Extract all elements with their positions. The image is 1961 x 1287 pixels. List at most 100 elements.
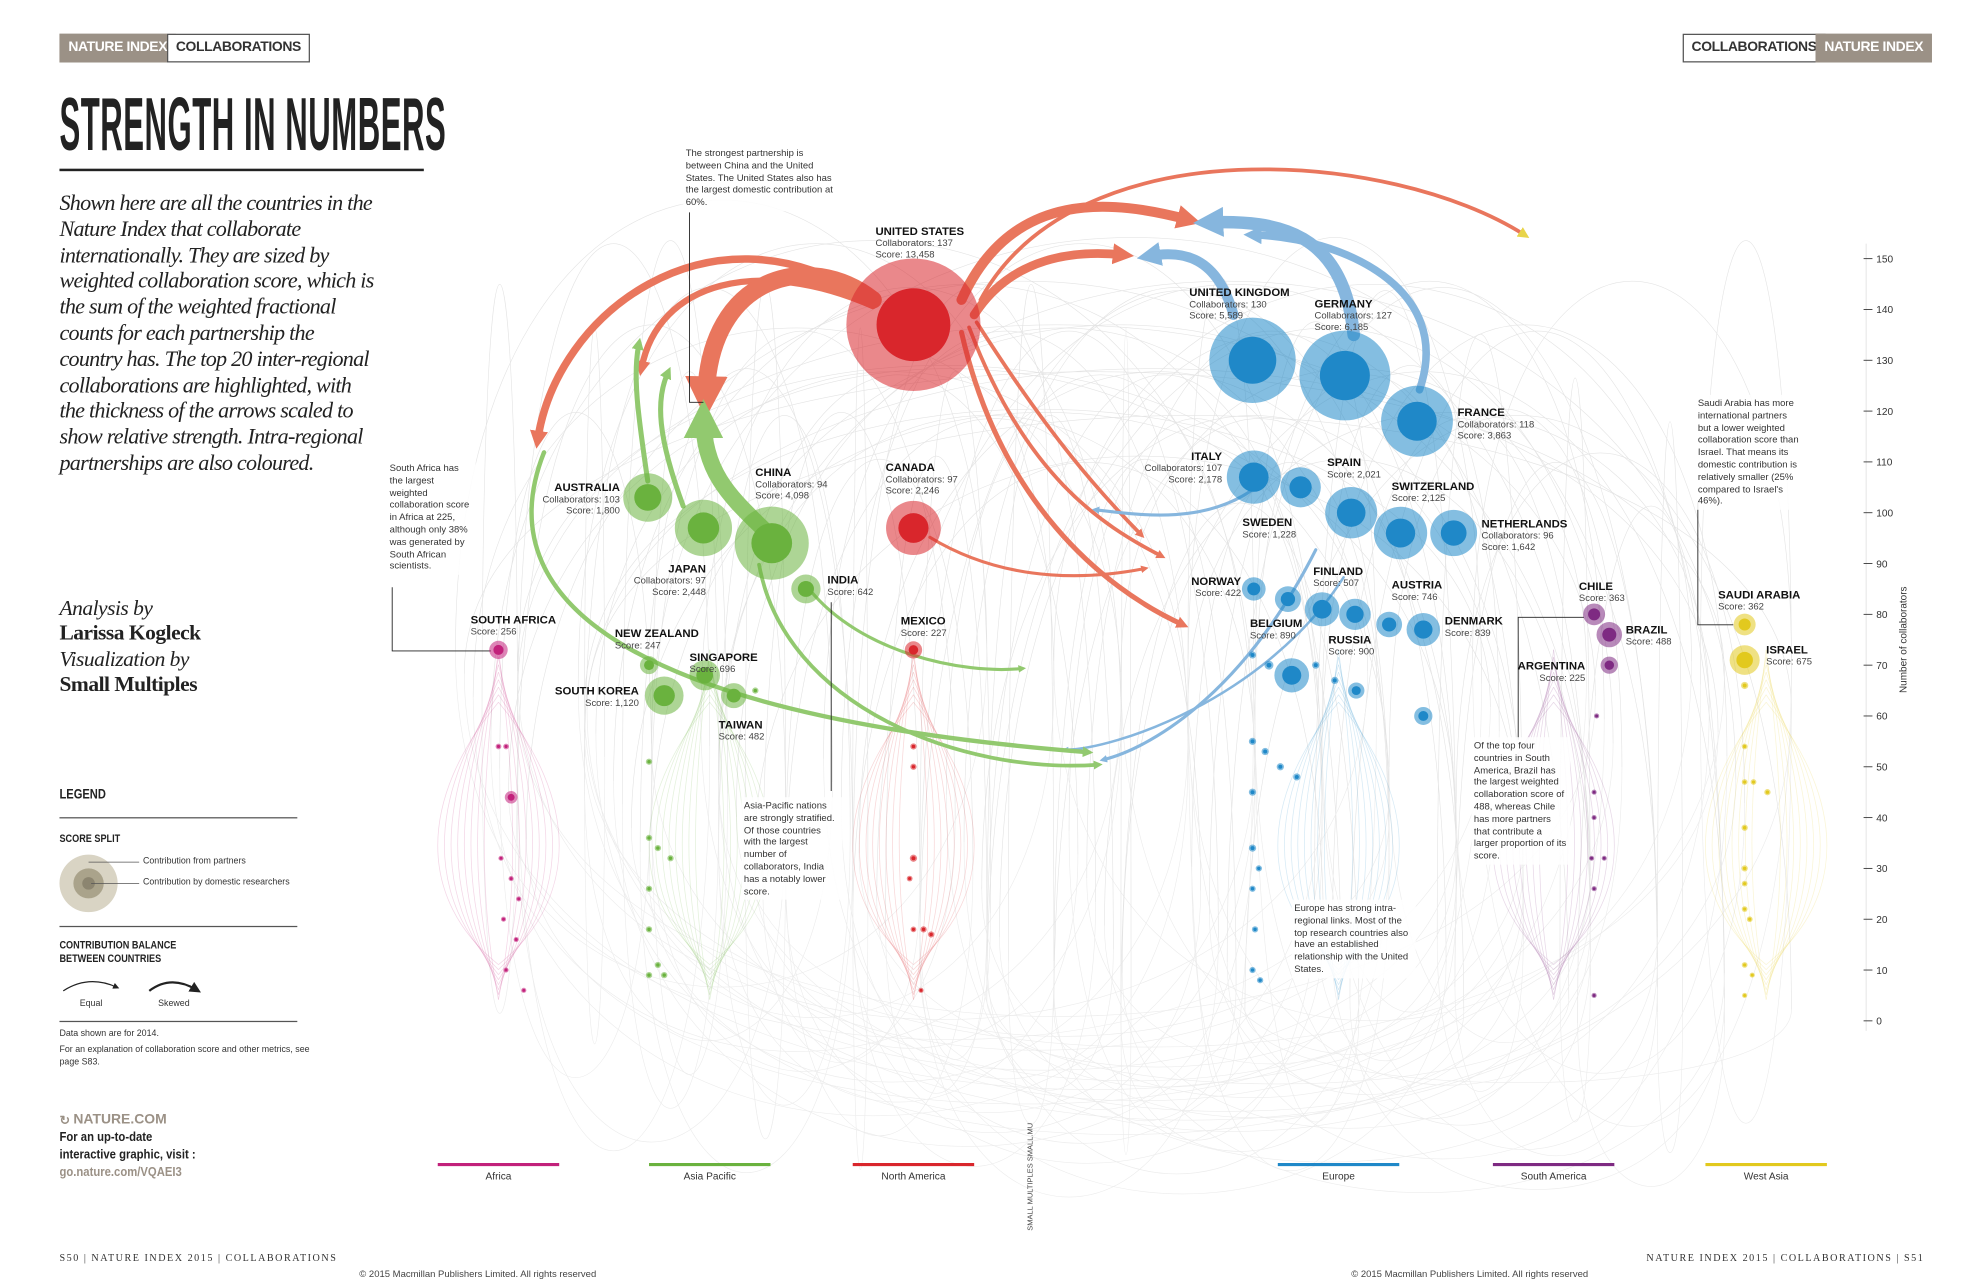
web-link[interactable]: go.nature.com/VQAEI3 — [59, 1164, 182, 1180]
background-link — [1008, 960, 1055, 1125]
y-tick-label: 40 — [1876, 813, 1888, 824]
bubble-core — [911, 744, 916, 749]
bubble-core — [647, 927, 651, 932]
background-link — [1191, 462, 1390, 868]
arrow — [1243, 226, 1430, 394]
region-link — [668, 679, 711, 980]
y-tick-label: 10 — [1876, 966, 1888, 977]
y-tick-label: 0 — [1876, 1017, 1882, 1028]
arrow — [1136, 242, 1239, 320]
bubble-core — [1332, 678, 1337, 683]
background-link — [525, 839, 1524, 1105]
bubble-core — [908, 645, 919, 655]
background-link — [1086, 878, 1457, 1065]
score-label: Score: 225 — [1539, 672, 1585, 683]
country-name: SPAIN — [1327, 457, 1361, 469]
region-link — [852, 701, 914, 965]
background-link — [1454, 462, 1658, 988]
bubble-core — [1282, 665, 1302, 685]
arrow — [928, 535, 1149, 578]
background-link — [499, 412, 652, 769]
bubble-core — [1738, 618, 1751, 631]
y-tick-label: 20 — [1876, 915, 1888, 926]
bubble-core — [1588, 608, 1601, 621]
background-link — [1657, 1012, 1683, 1153]
background-link — [622, 804, 719, 1109]
bubble-core — [1247, 582, 1261, 596]
bubble-core — [1592, 790, 1596, 794]
region-link — [1711, 694, 1767, 970]
country-name: DENMARK — [1445, 616, 1504, 628]
background-link — [1244, 1009, 1792, 1084]
background-link — [1226, 962, 1658, 1160]
bubble-core — [1280, 592, 1296, 607]
bubble-core — [1294, 774, 1299, 779]
score-label: Score: 227 — [901, 627, 947, 638]
bubble-core — [898, 513, 929, 543]
score-label: Score: 2,021 — [1327, 468, 1381, 479]
legend-subheading: SCORE SPLIT — [59, 832, 121, 845]
background-link — [1104, 458, 1591, 926]
background-link — [986, 949, 1114, 1091]
region-link — [648, 701, 711, 965]
country-name: MEXICO — [901, 616, 946, 628]
region-link — [913, 687, 962, 975]
background-link — [639, 852, 854, 1173]
legend-label: Contribution from partners — [142, 857, 246, 866]
vertical-credit: SMALL MULTIPLES SMALL.MU — [1027, 1122, 1035, 1231]
score-label: Score: 2,178 — [1168, 473, 1222, 484]
score-label: Score: 482 — [719, 731, 765, 742]
background-link — [858, 853, 1457, 1068]
score-label: Score: 363 — [1579, 592, 1625, 603]
region-link — [450, 687, 499, 975]
footer: NATURE INDEX 2015 | COLLABORATIONS | S51 — [1646, 1252, 1925, 1264]
background-link — [981, 415, 1524, 890]
bubble-core — [1250, 653, 1255, 657]
background-link — [718, 374, 1079, 855]
bubble-core — [1238, 462, 1269, 492]
bubble-core — [656, 963, 660, 967]
background-link — [999, 327, 1658, 938]
score-label: Score: 488 — [1626, 636, 1672, 647]
background-link — [1008, 283, 1055, 961]
country-name: INDIA — [827, 575, 858, 587]
arrow — [658, 366, 686, 509]
bubble-core — [908, 877, 912, 881]
background-link — [651, 743, 1614, 1082]
region-link — [464, 672, 499, 985]
background-link — [1254, 719, 1605, 1120]
bubble-core — [493, 644, 504, 655]
score-label: Score: 3,863 — [1457, 430, 1511, 441]
country-name: TAIWAN — [719, 720, 763, 732]
annotation: Europe has strong intra-regional links. … — [1291, 899, 1416, 979]
bubble-core — [1743, 963, 1747, 967]
background-link — [1053, 418, 1465, 1011]
score-label: Score: 1,120 — [585, 697, 639, 708]
background-link — [946, 794, 1256, 1110]
background-link — [1187, 708, 1710, 1086]
bubble-core — [687, 512, 720, 544]
brand-icon: ↻ — [59, 1114, 70, 1128]
bubble-core — [647, 836, 651, 840]
bubble-core — [1751, 780, 1756, 784]
background-link — [577, 685, 1055, 1018]
region-link — [498, 657, 520, 995]
background-link — [584, 368, 1719, 733]
score-label: Score: 1,800 — [566, 505, 620, 516]
region-link — [1553, 657, 1575, 995]
background-link — [981, 889, 1524, 1099]
bubble-core — [1743, 993, 1747, 997]
bubble-core — [919, 988, 923, 992]
bubble-core — [647, 973, 651, 977]
background-link — [595, 733, 1189, 1083]
region-link — [498, 664, 527, 990]
background-link — [651, 793, 728, 1075]
score-label: Score: 2,246 — [886, 485, 940, 496]
background-link — [1349, 998, 1725, 1190]
background-link — [517, 745, 711, 1152]
bubble-core — [644, 660, 655, 671]
region-link — [1765, 694, 1821, 970]
y-tick-label: 60 — [1876, 712, 1888, 723]
region-link — [1705, 701, 1767, 965]
region-link — [1765, 701, 1828, 965]
